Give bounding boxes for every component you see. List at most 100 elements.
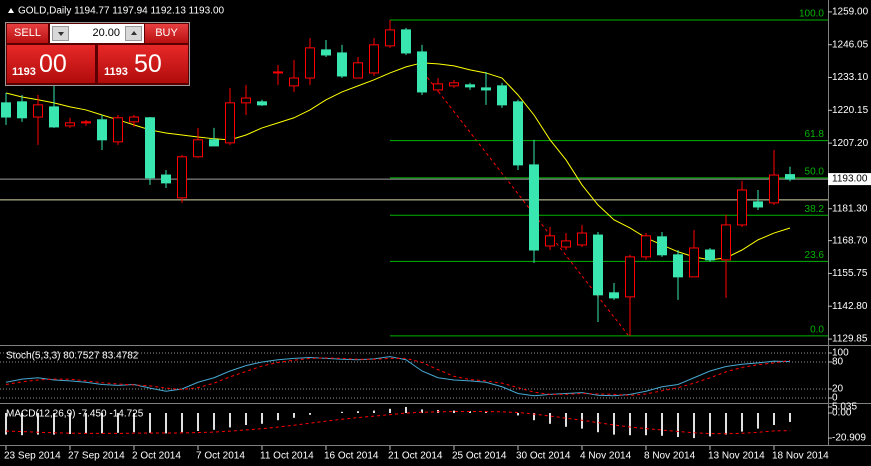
macd-bar [85, 413, 87, 434]
macd-bar [165, 413, 167, 434]
macd-bar [133, 413, 135, 433]
candle-body [145, 117, 155, 179]
x-tick-label: 23 Sep 2014 [4, 451, 61, 462]
macd-bar [229, 413, 231, 428]
y-tick-label: 1168.70 [832, 235, 868, 246]
macd-bar [293, 413, 295, 418]
collapse-icon[interactable] [8, 8, 14, 13]
macd-bar [709, 413, 711, 437]
macd-bar [53, 413, 55, 435]
candle-body [529, 164, 539, 251]
buy-price-major: 1193 [104, 66, 128, 78]
candle-body [561, 240, 571, 248]
candle-body [81, 121, 91, 124]
sell-price-box[interactable] [7, 45, 95, 83]
buy-price-box[interactable] [98, 45, 188, 83]
candle-body [657, 236, 667, 256]
macd-bar [549, 413, 551, 424]
candle-body [241, 97, 251, 104]
macd-bar [117, 413, 119, 433]
sell-button[interactable]: SELL [7, 24, 48, 43]
candle-body [353, 62, 363, 79]
y-tick-label: 1155.75 [832, 268, 868, 279]
fib-label: 50.0 [805, 166, 825, 177]
candle-body [33, 104, 43, 118]
macd-bar [373, 410, 375, 414]
macd-bar [485, 411, 487, 414]
macd-bar [181, 413, 183, 433]
x-tick-label: 11 Oct 2014 [260, 451, 314, 462]
x-tick-label: 30 Oct 2014 [516, 451, 571, 462]
sell-price-major: 1193 [12, 66, 36, 78]
buy-price-pips: 50 [134, 50, 162, 78]
candle-body [385, 29, 395, 47]
y-tick-label: 1142.80 [832, 301, 868, 312]
candle-body [465, 84, 475, 88]
fib-label: 100.0 [799, 9, 824, 20]
x-tick-label: 2 Oct 2014 [132, 451, 181, 462]
candle-body [257, 101, 267, 106]
fib-label: 38.2 [805, 204, 825, 215]
lots-field[interactable] [50, 24, 144, 43]
macd-bar [677, 413, 679, 437]
candle-body [417, 51, 427, 93]
candle-body [705, 249, 715, 261]
panel-title: MACD(12,26,9) -7.450 -14.725 [6, 409, 144, 420]
x-tick-label: 13 Nov 2014 [708, 451, 765, 462]
candle-body [641, 235, 651, 258]
macd-bar [645, 413, 647, 436]
macd-bar [757, 413, 759, 429]
macd-bar [277, 413, 279, 421]
candle-body [625, 256, 635, 298]
macd-bar [69, 413, 71, 434]
candle-body [449, 82, 459, 87]
macd-bar [565, 413, 567, 427]
buy-button[interactable]: BUY [145, 24, 188, 43]
x-tick-label: 18 Nov 2014 [772, 451, 829, 462]
y-tick-label: 20 [832, 384, 844, 395]
x-tick-label: 8 Nov 2014 [644, 451, 696, 462]
macd-bar [357, 411, 359, 414]
macd-bar [261, 413, 263, 424]
panel-title: Stoch(5,3,3) 80.7527 83.4782 [6, 351, 139, 362]
fib-label: 61.8 [805, 129, 825, 140]
macd-bar [213, 413, 215, 430]
y-tick-label: 1233.10 [832, 72, 869, 83]
lots-value: 20.00 [92, 27, 120, 39]
candle-body [17, 101, 27, 119]
candle-body [513, 101, 523, 166]
candle-body [433, 83, 443, 91]
candle-body [769, 174, 779, 204]
stochastic-line [5, 357, 791, 396]
trade-panel: SELL 20.00 BUY 1193 00 1193 50 [5, 22, 190, 86]
macd-bar [245, 413, 247, 425]
macd-bar [741, 413, 743, 432]
y-tick-label: 1246.05 [832, 39, 869, 50]
x-tick-label: 25 Oct 2014 [452, 451, 507, 462]
macd-bar [629, 413, 631, 436]
y-tick-label: -20.909 [832, 433, 866, 444]
arrow-icon [131, 31, 137, 35]
macd-bar [5, 413, 7, 435]
candle-body [321, 49, 331, 56]
macd-signal [5, 410, 791, 435]
y-tick-label: 100 [832, 348, 849, 359]
candle-body [337, 52, 347, 77]
candle-body [689, 247, 699, 278]
candle-body [481, 87, 491, 91]
bid-label-box [828, 173, 871, 186]
x-tick-label: 7 Oct 2014 [196, 451, 245, 462]
x-tick-label: 16 Oct 2014 [324, 451, 379, 462]
y-tick-label: 0.00 [832, 408, 852, 419]
candle-body [177, 156, 187, 199]
fib-label: 23.6 [805, 250, 825, 261]
candle-body [577, 232, 587, 246]
candle-body [497, 85, 507, 106]
x-tick-label: 21 Oct 2014 [388, 451, 443, 462]
macd-bar [309, 413, 311, 415]
candle-body [753, 201, 763, 208]
y-tick-label: 0 [832, 393, 838, 404]
candle-body [401, 29, 411, 54]
